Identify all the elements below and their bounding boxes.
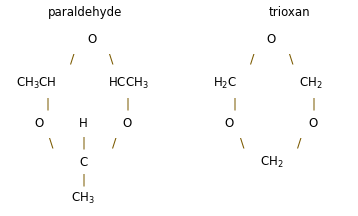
Text: O: O	[309, 118, 318, 130]
Text: O: O	[267, 33, 276, 46]
Text: O: O	[123, 118, 132, 130]
Text: HCCH$_3$: HCCH$_3$	[108, 76, 149, 91]
Text: |: |	[45, 97, 49, 110]
Text: |: |	[232, 97, 236, 110]
Text: \: \	[109, 52, 114, 65]
Text: \: \	[49, 137, 53, 150]
Text: CH$_3$CH: CH$_3$CH	[16, 76, 56, 91]
Text: /: /	[112, 137, 117, 150]
Text: H: H	[79, 118, 87, 130]
Text: C: C	[79, 156, 87, 169]
Text: |: |	[81, 174, 85, 187]
Text: \: \	[240, 137, 245, 150]
Text: O: O	[34, 118, 43, 130]
Text: CH$_3$: CH$_3$	[71, 191, 95, 206]
Text: H$_2$C: H$_2$C	[213, 76, 237, 91]
Text: CH$_2$: CH$_2$	[299, 76, 322, 91]
Text: O: O	[224, 118, 233, 130]
Text: |: |	[311, 97, 315, 110]
Text: |: |	[81, 137, 85, 150]
Text: O: O	[87, 33, 97, 46]
Text: |: |	[126, 97, 130, 110]
Text: trioxan: trioxan	[268, 6, 310, 19]
Text: /: /	[250, 52, 254, 65]
Text: /: /	[297, 137, 301, 150]
Text: /: /	[70, 52, 75, 65]
Text: paraldehyde: paraldehyde	[48, 6, 122, 19]
Text: \: \	[289, 52, 293, 65]
Text: CH$_2$: CH$_2$	[260, 155, 283, 170]
